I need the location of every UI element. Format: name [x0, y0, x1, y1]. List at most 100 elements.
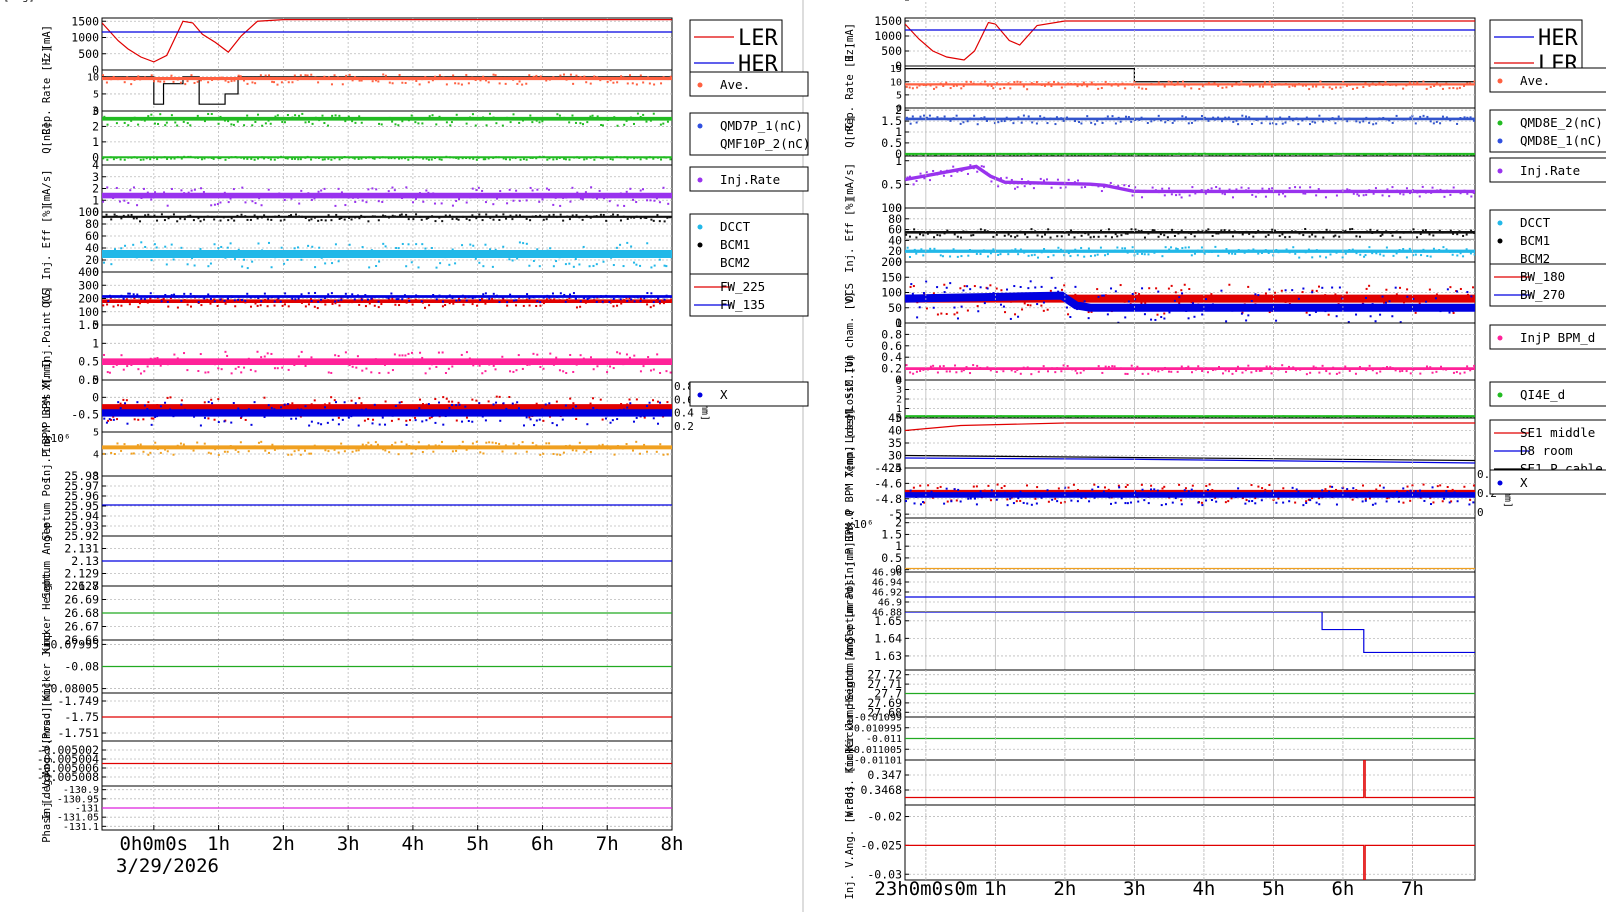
data-point: [572, 83, 574, 85]
data-point: [939, 365, 941, 367]
data-point: [171, 114, 173, 116]
y-tick-label: 0.5: [78, 373, 99, 387]
data-point: [1104, 486, 1106, 488]
data-point: [218, 421, 220, 423]
data-point: [976, 503, 978, 505]
data-point: [633, 262, 635, 264]
data-point: [1098, 296, 1100, 298]
data-point: [1026, 236, 1028, 238]
legend-dot: [1498, 79, 1503, 84]
data-point: [147, 115, 149, 117]
data-point: [106, 159, 108, 161]
data-point: [384, 449, 386, 451]
data-point: [640, 300, 642, 302]
data-point: [992, 87, 994, 89]
legend-label: DCCT: [720, 219, 751, 234]
data-point: [317, 301, 319, 303]
data-point: [486, 124, 488, 126]
data-point: [1152, 187, 1154, 189]
data-point: [977, 310, 979, 312]
data-point: [523, 305, 525, 307]
data-point: [616, 418, 618, 420]
data-point: [664, 265, 666, 267]
data-point: [976, 365, 978, 367]
data-point: [605, 220, 607, 222]
data-point: [981, 165, 983, 167]
data-point: [288, 81, 290, 83]
data-point: [260, 304, 262, 306]
data-point: [131, 453, 133, 455]
data-point: [1182, 81, 1184, 83]
data-point: [1027, 304, 1029, 306]
data-point: [274, 300, 276, 302]
data-point: [1070, 500, 1072, 502]
data-point: [579, 442, 581, 444]
data-point: [944, 115, 946, 117]
data-point: [1161, 504, 1163, 506]
data-point: [991, 489, 993, 491]
data-point: [1241, 372, 1243, 374]
data-point: [1034, 286, 1036, 288]
data-point: [997, 254, 999, 256]
data-point: [451, 365, 453, 367]
data-point: [452, 205, 454, 207]
data-point: [441, 220, 443, 222]
data-point: [144, 298, 146, 300]
data-point: [1372, 504, 1374, 506]
data-point: [488, 400, 490, 402]
data-point: [355, 367, 357, 369]
data-point: [1302, 291, 1304, 293]
data-point: [1060, 370, 1062, 372]
data-point: [1318, 286, 1320, 288]
data-point: [1084, 186, 1086, 188]
data-point: [653, 200, 655, 202]
data-point: [1297, 123, 1299, 125]
data-point: [513, 443, 515, 445]
legend: Inj.Rate: [690, 167, 808, 191]
data-point: [552, 422, 554, 424]
data-point: [126, 423, 128, 425]
data-point: [1077, 180, 1079, 182]
data-point: [378, 301, 380, 303]
data-point: [173, 213, 175, 215]
data-point: [560, 214, 562, 216]
data-point: [415, 80, 417, 82]
data-point: [461, 354, 463, 356]
data-point: [1205, 499, 1207, 501]
data-point: [401, 82, 403, 84]
data-point: [1386, 500, 1388, 502]
data-point: [1442, 246, 1444, 248]
data-point: [967, 255, 969, 257]
data-point: [227, 219, 229, 221]
legend-label: Ave.: [1520, 73, 1550, 88]
data-point: [1054, 371, 1056, 373]
data-point: [204, 417, 206, 419]
data-point: [530, 187, 532, 189]
data-point: [344, 450, 346, 452]
data-point: [1328, 314, 1330, 316]
plot-frame: [102, 18, 672, 70]
data-point: [1101, 190, 1103, 192]
data-point: [1221, 120, 1223, 122]
data-point: [193, 219, 195, 221]
legend-label: Ave.: [720, 77, 750, 92]
data-point: [1077, 254, 1079, 256]
data-point: [617, 125, 619, 127]
data-point: [1306, 373, 1308, 375]
data-point: [665, 370, 667, 372]
data-point: [324, 304, 326, 306]
data-point: [509, 370, 511, 372]
data-point: [905, 234, 907, 236]
data-point: [1132, 246, 1134, 248]
data-point: [455, 450, 457, 452]
data-point: [1069, 255, 1071, 257]
data-point: [1091, 489, 1093, 491]
data-point: [526, 199, 528, 201]
data-point: [382, 73, 384, 75]
data-point: [1023, 115, 1025, 117]
data-point: [1225, 86, 1227, 88]
data-point: [919, 116, 921, 118]
data-point: [448, 368, 450, 370]
data-point: [493, 219, 495, 221]
